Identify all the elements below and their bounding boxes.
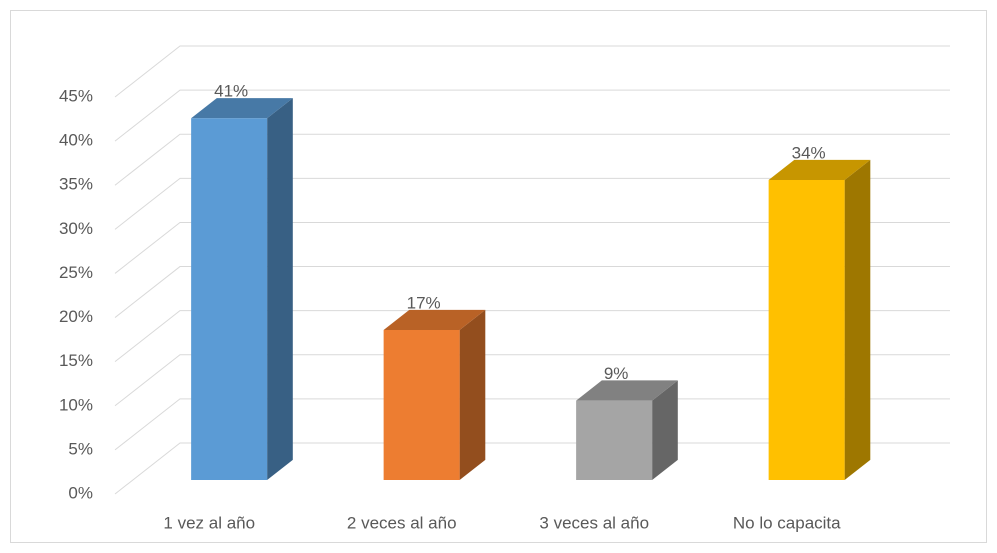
bar-top: [768, 159, 871, 181]
bar: [191, 118, 268, 480]
bar-side: [459, 309, 486, 480]
grid-line: [114, 354, 950, 407]
grid-line: [114, 221, 950, 274]
x-tick-label: 2 veces al año: [347, 513, 457, 532]
value-label: 41%: [214, 82, 248, 101]
y-tick-label: 20%: [59, 307, 93, 326]
x-tick-label: No lo capacita: [733, 513, 841, 532]
grid-line: [114, 133, 950, 186]
bar-top: [576, 380, 678, 401]
grid-line: [114, 45, 950, 98]
bar-top: [191, 98, 293, 119]
bar: [768, 180, 845, 480]
grid-line: [114, 89, 950, 142]
bar: [576, 400, 653, 480]
y-tick-label: 45%: [59, 86, 93, 105]
y-tick-label: 5%: [68, 439, 93, 458]
bar: [383, 329, 460, 480]
y-tick-label: 30%: [59, 219, 93, 238]
y-tick-label: 35%: [59, 175, 93, 194]
value-label: 9%: [604, 364, 629, 383]
value-label: 17%: [407, 293, 441, 312]
bar-top: [383, 309, 486, 330]
grid-line: [114, 398, 950, 451]
value-label: 34%: [792, 144, 826, 163]
x-tick-label: 3 veces al año: [539, 513, 649, 532]
grid-line: [114, 310, 950, 363]
grid-line: [114, 442, 950, 495]
y-tick-label: 0%: [68, 483, 93, 502]
grid-line: [114, 177, 950, 230]
y-tick-label: 15%: [59, 351, 93, 370]
y-tick-label: 10%: [59, 395, 93, 414]
bar-side: [267, 98, 293, 480]
x-tick-label: 1 vez al año: [163, 513, 255, 532]
y-tick-label: 40%: [59, 131, 93, 150]
y-tick-label: 25%: [59, 263, 93, 282]
bar-side: [652, 380, 678, 480]
bar-side: [844, 159, 871, 480]
grid-line: [114, 266, 950, 318]
